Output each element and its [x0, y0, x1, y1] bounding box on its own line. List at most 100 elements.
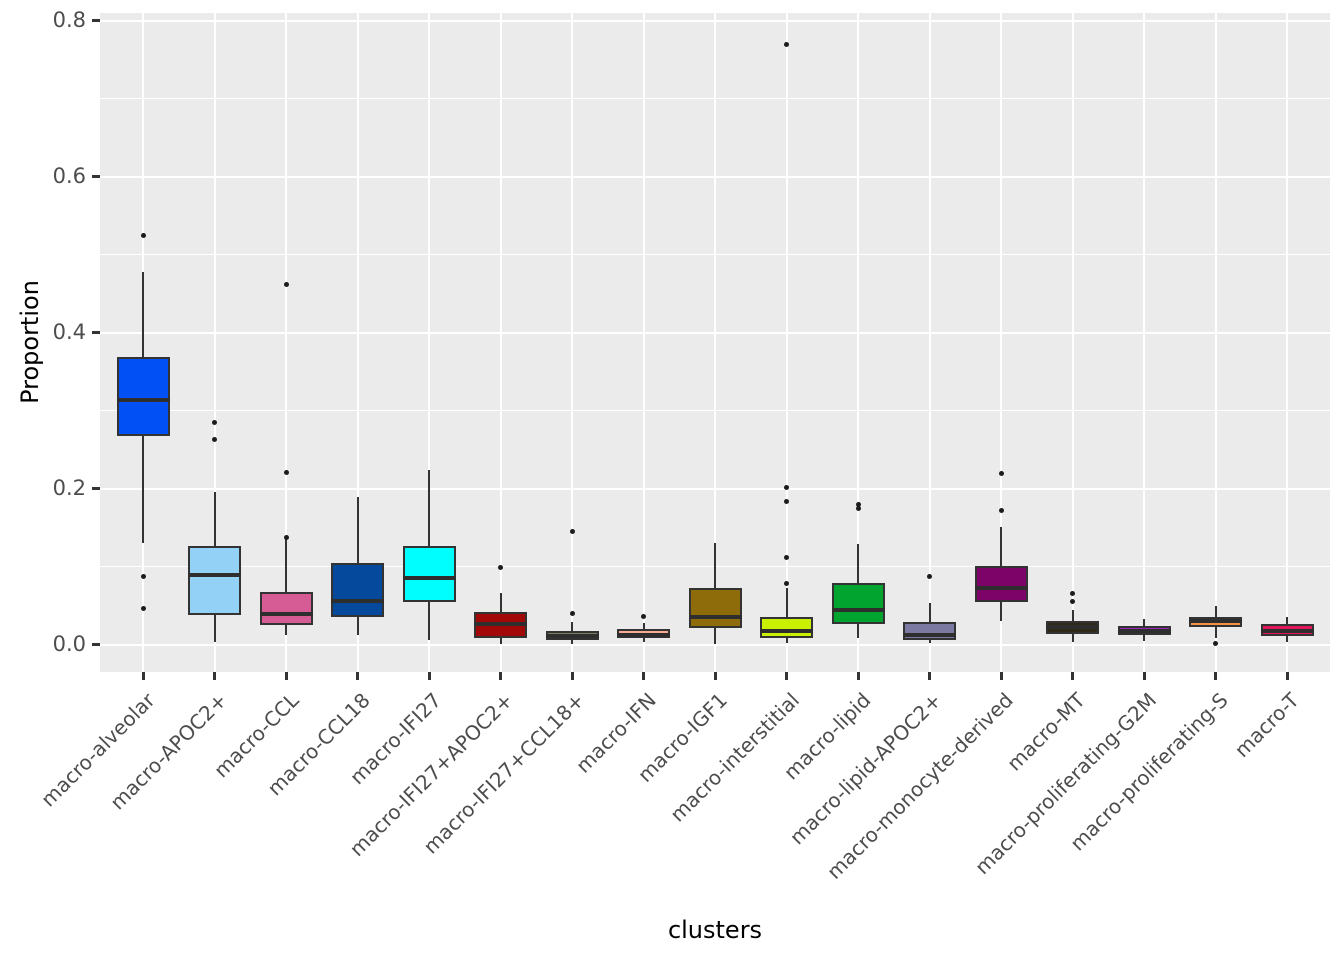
box-macro-IGF1 — [688, 587, 742, 629]
upper-whisker — [642, 622, 645, 630]
median-line — [259, 611, 313, 616]
outlier-point — [998, 508, 1004, 514]
median-line — [1260, 629, 1314, 634]
y-tick-label: 0.8 — [52, 8, 86, 33]
outlier-point — [855, 501, 861, 507]
gridline-vertical — [785, 13, 788, 672]
median-line — [402, 575, 456, 580]
lower-whisker — [1143, 635, 1145, 641]
upper-whisker — [213, 491, 216, 547]
x-tick-mark — [642, 672, 645, 680]
x-tick-mark — [213, 672, 216, 680]
x-tick-mark — [570, 672, 574, 680]
box-macro-CCL — [259, 591, 313, 626]
outlier-point — [212, 437, 217, 443]
x-tick-mark — [427, 672, 431, 680]
upper-whisker — [1000, 526, 1002, 566]
upper-whisker — [285, 538, 287, 592]
gridline-vertical — [428, 13, 430, 672]
gridline-vertical — [1143, 13, 1145, 672]
y-tick-label: 0.4 — [52, 320, 86, 345]
x-tick-label-macro-T: macro-T — [1229, 688, 1304, 763]
outlier-point — [283, 469, 289, 475]
median-line — [1046, 624, 1099, 629]
upper-whisker — [356, 496, 359, 563]
median-line — [474, 622, 527, 627]
lower-whisker — [1071, 633, 1074, 643]
x-tick-mark — [999, 672, 1003, 680]
upper-whisker — [928, 602, 931, 623]
outlier-point — [212, 419, 217, 425]
y-tick-mark — [92, 331, 100, 335]
box-macro-IFI27 — [402, 546, 456, 602]
outlier-point — [569, 611, 575, 616]
upper-whisker — [857, 544, 859, 584]
box-macro-alveolar — [116, 356, 170, 437]
median-line — [1117, 628, 1171, 633]
x-tick-mark — [1142, 672, 1146, 680]
gridline-vertical — [1071, 13, 1074, 672]
outlier-point — [784, 554, 789, 560]
upper-whisker — [1214, 606, 1217, 617]
outlier-point — [641, 614, 646, 620]
lower-whisker — [1000, 601, 1002, 621]
lower-whisker — [1214, 626, 1217, 638]
outlier-point — [927, 574, 932, 580]
upper-whisker — [1143, 618, 1145, 626]
x-tick-label-macro-interstitial: macro-interstitial — [664, 688, 804, 827]
upper-whisker — [571, 622, 573, 631]
gridline-vertical — [213, 13, 216, 672]
median-line — [116, 397, 170, 402]
upper-whisker — [1071, 610, 1074, 622]
y-tick-label: 0.6 — [52, 164, 86, 189]
gridline-vertical — [571, 13, 573, 672]
upper-whisker — [142, 271, 144, 357]
outlier-point — [855, 505, 861, 511]
median-line — [617, 632, 670, 637]
box-macro-monocyte-derived — [974, 565, 1028, 602]
lower-whisker — [928, 640, 931, 644]
outlier-point — [569, 529, 575, 535]
lower-whisker — [714, 628, 716, 644]
gridline-vertical — [1214, 13, 1217, 672]
median-line — [760, 628, 813, 633]
gridline-vertical — [1000, 13, 1002, 672]
outlier-point — [784, 499, 789, 505]
gridline-vertical — [928, 13, 931, 672]
outlier-point — [784, 485, 789, 491]
gridline-vertical — [857, 13, 859, 672]
x-tick-mark — [713, 672, 717, 680]
outlier-point — [140, 232, 146, 238]
gridline-vertical — [356, 13, 359, 672]
upper-whisker — [785, 587, 788, 617]
lower-whisker — [356, 616, 359, 635]
outlier-point — [784, 580, 789, 586]
upper-whisker — [428, 470, 430, 547]
outlier-point — [498, 564, 503, 570]
outlier-point — [784, 41, 789, 47]
gridline-vertical — [285, 13, 287, 672]
outlier-point — [140, 605, 146, 611]
gridline-vertical — [499, 13, 502, 672]
outlier-point — [1213, 640, 1218, 646]
outlier-point — [1070, 590, 1075, 596]
lower-whisker — [1286, 636, 1288, 642]
x-tick-mark — [785, 672, 788, 680]
gridline-vertical — [642, 13, 645, 672]
lower-whisker — [785, 638, 788, 644]
outlier-point — [1070, 598, 1075, 604]
y-tick-label: 0.2 — [52, 476, 86, 501]
median-line — [974, 585, 1028, 590]
x-tick-mark — [284, 672, 288, 680]
lower-whisker — [571, 640, 573, 644]
y-axis-title: Proportion — [16, 280, 44, 404]
x-tick-mark — [1285, 672, 1289, 680]
box-macro-CCL18 — [331, 562, 384, 617]
x-tick-mark — [1071, 672, 1074, 680]
upper-whisker — [499, 593, 502, 612]
box-macro-APOC2+ — [188, 546, 241, 616]
x-tick-mark — [356, 672, 359, 680]
box-macro-lipid — [831, 583, 885, 624]
lower-whisker — [428, 601, 430, 640]
x-tick-mark — [856, 672, 860, 680]
